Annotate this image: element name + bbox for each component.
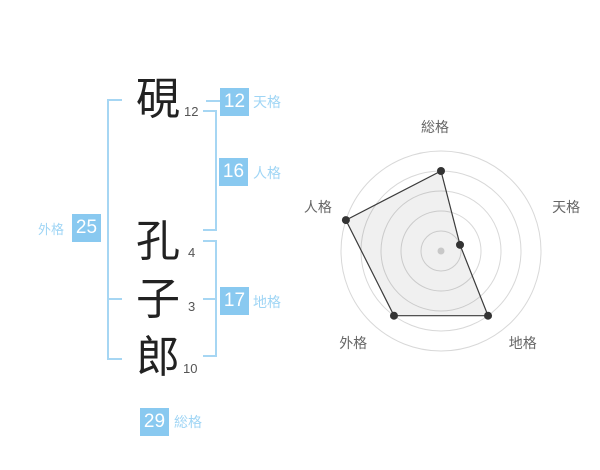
chikaku-value-box: 17	[220, 287, 249, 315]
given-char-2-strokes: 3	[188, 299, 196, 314]
radar-polygon	[345, 170, 489, 317]
gaikaku-bracket-tick-middle	[107, 298, 122, 300]
radar-axis-label: 天格	[552, 199, 580, 215]
gaikaku-label: 外格	[38, 222, 65, 237]
jinkaku-bracket-tick-top	[203, 110, 217, 112]
soukaku-value-box: 29	[140, 408, 169, 436]
given-char-2: 子	[136, 275, 180, 324]
chikaku-label: 地格	[253, 294, 281, 310]
jinkaku-bracket-tick-bottom	[203, 229, 217, 231]
radar-ring	[380, 190, 502, 312]
chikaku-bracket-tick-middle	[203, 298, 217, 300]
gaikaku-bracket-tick-top	[107, 99, 122, 101]
given-char-3: 郎	[136, 333, 180, 382]
given-char-1: 孔	[136, 217, 180, 266]
radar-data-point	[437, 167, 445, 175]
tenkaku-value-box: 12	[220, 88, 249, 116]
radar-axis-label: 人格	[304, 199, 332, 215]
chikaku-bracket-tick-top	[203, 240, 217, 242]
radar-data-point	[389, 311, 398, 320]
chikaku-bracket-tick-bottom	[203, 355, 217, 357]
gaikaku-value-box: 25	[72, 214, 101, 242]
soukaku-label: 総格	[174, 414, 202, 430]
tenkaku-label: 天格	[253, 94, 281, 110]
radar-axis-label: 総格	[421, 119, 449, 135]
radar-data-point	[456, 240, 465, 249]
jinkaku-label: 人格	[253, 165, 281, 181]
jinkaku-value-box: 16	[219, 158, 248, 186]
radar-data-point	[341, 216, 350, 225]
surname-char-1-strokes: 12	[184, 104, 199, 119]
jinkaku-bracket-line	[215, 110, 217, 231]
tenkaku-connector-line	[206, 100, 220, 102]
radar-data-point	[484, 311, 493, 320]
radar-ring	[420, 230, 462, 272]
gaikaku-bracket-tick-bottom	[107, 358, 122, 360]
given-char-3-strokes: 10	[183, 361, 198, 376]
radar-ring	[400, 210, 482, 292]
radar-ring	[340, 150, 542, 352]
radar-center-dot	[437, 247, 445, 255]
surname-char-1: 硯	[136, 75, 180, 124]
radar-axis-label: 地格	[509, 335, 537, 351]
radar-axis-label: 外格	[339, 335, 367, 351]
given-char-1-strokes: 4	[188, 245, 196, 260]
gaikaku-bracket-line	[107, 99, 109, 360]
